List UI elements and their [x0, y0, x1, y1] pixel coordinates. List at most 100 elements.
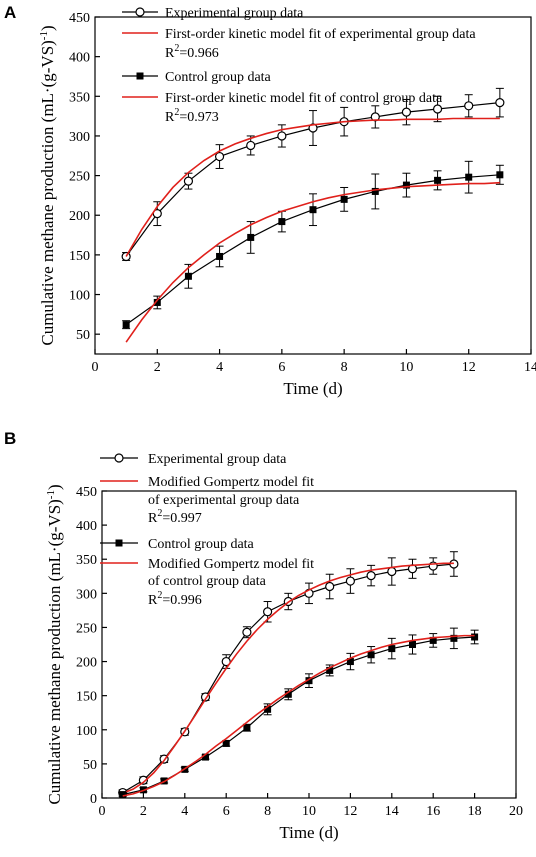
data-point	[464, 101, 474, 111]
data-point	[184, 272, 192, 280]
x-tick-label: 4	[216, 360, 223, 375]
y-axis-title: Cumulative methane production (mL·(g-VS)…	[45, 484, 64, 804]
data-point	[345, 576, 355, 586]
y-axis-title: Cumulative methane production (mL·(g-VS)…	[38, 25, 57, 345]
data-point	[429, 636, 437, 644]
x-tick-label: 4	[181, 804, 188, 819]
y-tick-label: 250	[69, 170, 90, 185]
data-point	[309, 206, 317, 214]
data-point	[450, 634, 458, 642]
legend-r-squared: R2=0.997	[148, 508, 202, 526]
data-point	[305, 677, 313, 685]
x-tick-label: 10	[302, 804, 316, 819]
data-point	[202, 753, 209, 761]
series-3	[122, 634, 475, 797]
chart-panel-b: B0 2 4 6 8 10 12 14 16 18 200501001502002503003504…	[4, 429, 523, 842]
legend-label: of control group data	[148, 574, 267, 589]
data-point	[434, 176, 442, 184]
y-tick-label: 400	[69, 51, 90, 66]
y-tick-label: 100	[76, 724, 97, 739]
x-tick-label: 16	[426, 804, 440, 819]
x-tick-label: 2	[140, 804, 147, 819]
data-point	[247, 233, 255, 241]
data-point	[284, 690, 292, 698]
y-tick-label: 200	[76, 656, 97, 671]
data-point	[264, 705, 272, 713]
legend-label: Modified Gompertz model fit	[148, 557, 314, 572]
legend: Experimental group data Modified Gompertz…	[100, 452, 314, 608]
data-point	[366, 570, 376, 581]
data-point	[496, 171, 504, 179]
data-point	[387, 566, 397, 577]
legend: Experimental group data First-order kinet…	[122, 6, 476, 125]
y-tick-label: 400	[76, 519, 97, 534]
y-tick-label: 150	[76, 690, 97, 705]
x-tick-label: 14	[385, 804, 399, 819]
series-0	[121, 87, 505, 262]
fit-curve	[125, 117, 500, 257]
data-point	[246, 140, 256, 151]
y-tick-label: 350	[76, 553, 97, 568]
data-point	[388, 645, 396, 653]
data-point	[222, 739, 230, 747]
y-tick-label: 450	[69, 11, 90, 26]
panel-letter: A	[4, 3, 16, 22]
legend-label: Experimental group data	[165, 6, 304, 21]
x-tick-label: 8	[264, 804, 271, 819]
x-axis-title: Time (d)	[279, 823, 338, 842]
data-point	[402, 181, 410, 189]
data-point	[308, 123, 318, 133]
y-tick-label: 100	[69, 289, 90, 304]
legend-marker	[135, 7, 145, 17]
legend-label: of experimental group data	[148, 493, 300, 508]
data-point	[242, 627, 252, 637]
x-tick-label: 20	[509, 804, 523, 819]
x-tick-label: 12	[462, 360, 476, 375]
plot-frame	[94, 16, 532, 355]
data-point	[346, 658, 354, 666]
data-point	[278, 218, 286, 226]
legend-marker	[115, 539, 123, 547]
data-point	[277, 131, 287, 141]
x-tick-label: 6	[278, 360, 285, 375]
panel-letter: B	[4, 429, 16, 448]
legend-r-squared: R2=0.966	[165, 43, 219, 61]
x-tick-label: 0	[92, 360, 99, 375]
series-3	[125, 181, 500, 343]
y-tick-label: 150	[69, 249, 90, 264]
data-point	[153, 298, 161, 306]
data-line	[122, 636, 475, 796]
data-point	[495, 98, 505, 108]
data-point	[401, 107, 412, 117]
data-point	[371, 187, 379, 195]
data-point	[138, 775, 148, 785]
legend-label: First-order kinetic model fit of control…	[165, 91, 443, 106]
series-1	[125, 117, 500, 257]
data-point	[465, 173, 473, 181]
y-tick-label: 250	[76, 621, 97, 636]
series-1	[122, 562, 454, 794]
data-point	[216, 252, 224, 260]
x-tick-label: 6	[223, 804, 230, 819]
fit-curve	[125, 181, 500, 343]
data-point	[370, 112, 380, 122]
data-point	[183, 176, 194, 186]
data-point	[409, 641, 416, 648]
legend-label: Modified Gompertz model fit	[148, 475, 314, 490]
data-point	[325, 581, 335, 592]
legend-r-squared: R2=0.996	[148, 590, 202, 608]
x-tick-label: 0	[99, 804, 106, 819]
data-point	[214, 151, 225, 162]
legend-label: First-order kinetic model fit of experim…	[165, 27, 476, 42]
data-point	[122, 321, 130, 329]
data-point	[326, 666, 334, 674]
data-point	[243, 724, 251, 732]
y-tick-label: 300	[69, 130, 90, 145]
x-tick-label: 14	[524, 360, 536, 375]
x-tick-label: 2	[154, 360, 161, 375]
data-point	[367, 651, 375, 659]
x-tick-label: 12	[343, 804, 357, 819]
legend-r-squared: R2=0.973	[165, 107, 219, 125]
data-point	[340, 195, 348, 203]
